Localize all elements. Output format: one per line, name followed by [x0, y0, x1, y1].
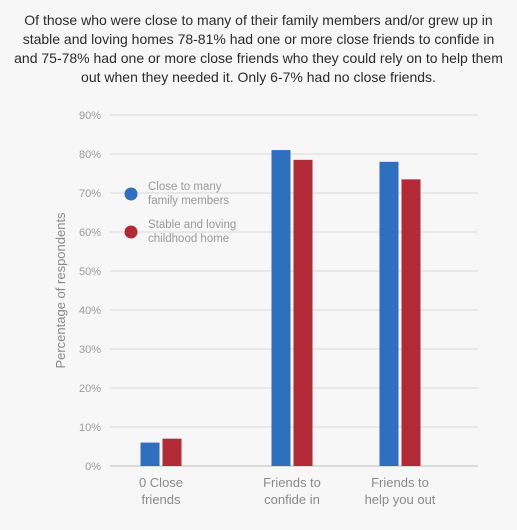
- bar-close-family-0: [140, 442, 160, 466]
- x-category-label: Friends to: [263, 475, 321, 490]
- legend-label: childhood home: [148, 233, 229, 245]
- bar-close-family-1: [271, 150, 291, 466]
- y-tick-label: 20%: [79, 383, 101, 395]
- y-axis-label: Percentage of respondents: [53, 212, 68, 369]
- bar-stable-home-1: [293, 159, 313, 466]
- bar-stable-home-0: [162, 438, 182, 466]
- x-category-label: friends: [141, 492, 181, 507]
- bar-close-family-2: [379, 161, 399, 467]
- y-tick-label: 70%: [79, 188, 101, 200]
- legend-label: Close to many: [148, 181, 222, 193]
- legend-marker: [124, 187, 138, 201]
- legend-label: family members: [148, 195, 229, 207]
- x-category-label: Friends to: [371, 475, 429, 490]
- y-tick-label: 30%: [79, 344, 101, 356]
- y-tick-label: 90%: [79, 110, 101, 122]
- x-category-label: 0 Close: [139, 475, 183, 490]
- x-category-label: confide in: [264, 492, 320, 507]
- y-tick-label: 0%: [85, 461, 101, 473]
- x-category-label: help you out: [365, 492, 436, 507]
- y-tick-label: 40%: [79, 305, 101, 317]
- bar-stable-home-2: [401, 179, 421, 466]
- legend-label: Stable and loving: [148, 219, 236, 231]
- y-tick-label: 60%: [79, 227, 101, 239]
- chart-title: Of those who were close to many of their…: [14, 12, 503, 85]
- legend-marker: [124, 225, 138, 239]
- y-tick-label: 10%: [79, 422, 101, 434]
- y-tick-label: 80%: [79, 149, 101, 161]
- y-tick-label: 50%: [79, 266, 101, 278]
